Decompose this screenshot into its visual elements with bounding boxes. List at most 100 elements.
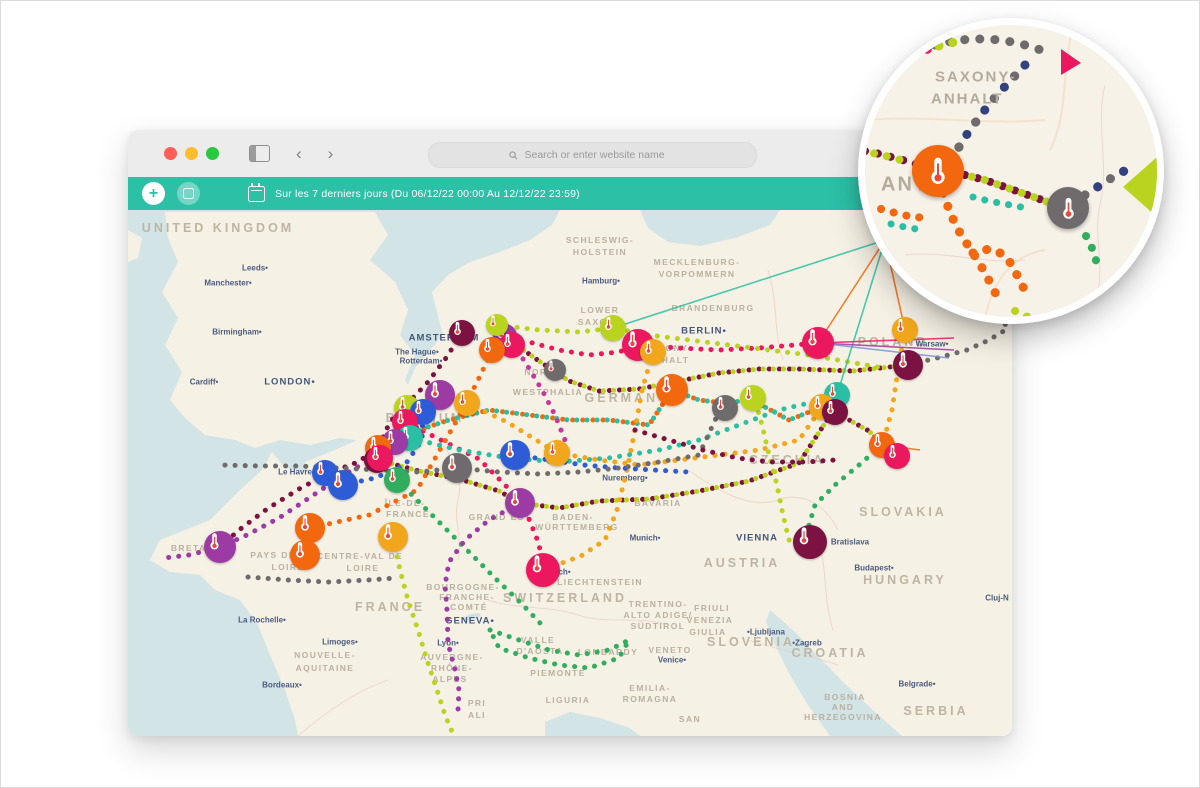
back-icon[interactable]: ‹ xyxy=(296,144,302,163)
thermometer-icon xyxy=(301,515,309,531)
date-range-label: Sur les 7 derniers jours (Du 06/12/22 00… xyxy=(275,187,580,200)
close-window-button[interactable] xyxy=(164,147,177,160)
route-dots xyxy=(632,427,838,465)
magnifier-overlay: SAXONY- ANHALT ANY xyxy=(858,18,1164,324)
thermometer-icon xyxy=(454,321,461,335)
tracker-marker[interactable] xyxy=(204,531,236,563)
tracker-marker[interactable] xyxy=(295,513,325,543)
tracker-marker[interactable] xyxy=(740,385,766,411)
thermometer-icon xyxy=(532,555,542,573)
tracker-marker[interactable] xyxy=(656,374,688,406)
tracker-marker[interactable] xyxy=(912,145,964,197)
zoom-window-button[interactable] xyxy=(206,147,219,160)
tracker-marker[interactable] xyxy=(893,350,923,380)
thermometer-icon xyxy=(931,157,945,184)
thermometer-icon xyxy=(504,333,511,347)
tracker-marker[interactable] xyxy=(442,453,472,483)
tracker-marker[interactable] xyxy=(526,553,560,587)
tracker-icon xyxy=(183,188,194,199)
thermometer-icon xyxy=(397,410,404,424)
tracker-marker[interactable] xyxy=(479,337,505,363)
thermometer-icon xyxy=(827,400,834,414)
tracker-marker[interactable] xyxy=(367,445,393,471)
thermometer-icon xyxy=(317,461,324,475)
route-dots xyxy=(877,205,935,223)
tracker-marker[interactable] xyxy=(544,359,566,381)
route-line xyxy=(612,239,886,329)
thermometer-icon xyxy=(808,329,817,346)
route-line xyxy=(817,342,950,359)
thermometer-icon xyxy=(1062,197,1074,219)
route-dots xyxy=(1080,165,1131,200)
route-dots xyxy=(1011,307,1032,317)
tracker-marker[interactable] xyxy=(384,467,410,493)
search-input[interactable] xyxy=(522,148,677,162)
tracker-marker[interactable] xyxy=(640,339,666,365)
tracker-marker[interactable] xyxy=(378,522,408,552)
calendar-icon[interactable] xyxy=(248,182,265,202)
minimize-window-button[interactable] xyxy=(185,147,198,160)
tracker-marker[interactable] xyxy=(600,315,626,341)
route-wedge xyxy=(1123,157,1157,217)
tracker-marker[interactable] xyxy=(892,317,918,343)
thermometer-icon xyxy=(399,396,406,410)
address-bar[interactable] xyxy=(428,142,757,168)
route-dots xyxy=(442,500,523,713)
tracker-marker[interactable] xyxy=(505,488,535,518)
thermometer-icon xyxy=(549,441,556,455)
thermometer-icon xyxy=(889,444,896,458)
route-dots xyxy=(968,244,1034,302)
thermometer-icon xyxy=(296,542,304,558)
tracker-marker[interactable] xyxy=(500,440,530,470)
route-line xyxy=(817,342,955,351)
route-dots xyxy=(1082,232,1101,268)
thermometer-icon xyxy=(210,533,219,550)
thermometer-icon xyxy=(448,455,456,471)
tracker-marker[interactable] xyxy=(822,399,848,425)
tracker-marker[interactable] xyxy=(290,540,320,570)
route-dots xyxy=(407,392,840,465)
thermometer-icon xyxy=(829,383,836,397)
thermometer-icon xyxy=(389,468,396,482)
thermometer-icon xyxy=(662,376,671,393)
thermometer-icon xyxy=(745,386,752,400)
route-dots xyxy=(390,534,456,736)
tracker-marker[interactable] xyxy=(328,470,358,500)
route-dots xyxy=(494,322,886,371)
route-dots xyxy=(245,574,400,585)
thermometer-icon xyxy=(814,395,821,409)
tracker-marker[interactable] xyxy=(793,525,827,559)
route-wedge xyxy=(1061,49,1081,75)
tracker-marker[interactable] xyxy=(454,390,480,416)
tracker-marker[interactable] xyxy=(712,395,738,421)
tracker-marker[interactable] xyxy=(802,327,834,359)
thermometer-icon xyxy=(334,472,342,488)
tracker-button[interactable] xyxy=(177,182,200,205)
traffic-lights xyxy=(164,147,219,160)
thermometer-icon xyxy=(415,400,422,414)
route-dots xyxy=(884,44,933,72)
thermometer-icon xyxy=(490,315,496,327)
sidebar-icon[interactable] xyxy=(249,145,270,162)
tracker-marker[interactable] xyxy=(449,320,475,346)
route-dots xyxy=(375,407,885,511)
route-dots xyxy=(219,462,460,475)
route-dots xyxy=(540,349,656,573)
tracker-marker[interactable] xyxy=(1047,187,1089,229)
thermometer-icon xyxy=(628,331,637,348)
add-button[interactable]: + xyxy=(142,182,165,205)
route-dots xyxy=(217,330,465,550)
thermometer-icon xyxy=(897,318,904,332)
thermometer-icon xyxy=(384,524,392,540)
tracker-marker[interactable] xyxy=(884,443,910,469)
tracker-marker[interactable] xyxy=(544,440,570,466)
map-base-art xyxy=(128,210,902,736)
map-canvas[interactable]: UNITED KINGDOM FRANCE GERMANY POLAND CZECHIA… xyxy=(128,210,1012,736)
forward-icon[interactable]: › xyxy=(327,144,334,163)
thermometer-icon xyxy=(874,433,881,447)
tracker-marker[interactable] xyxy=(486,314,508,336)
route-dots xyxy=(402,419,546,573)
route-line xyxy=(817,337,955,344)
thermometer-icon xyxy=(645,340,652,354)
